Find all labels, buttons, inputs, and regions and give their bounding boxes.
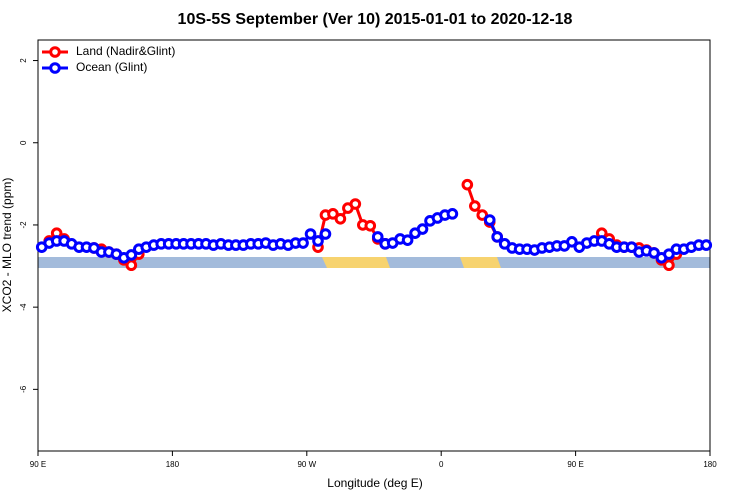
- y-tick-label: 2: [19, 58, 28, 63]
- point: [334, 212, 347, 225]
- point: [483, 214, 496, 226]
- y-tick-label: 0: [19, 140, 28, 145]
- land-band: [322, 257, 390, 268]
- point: [364, 219, 377, 232]
- y-tick-label: -2: [19, 221, 28, 229]
- x-tick-label: 90 W: [297, 460, 316, 469]
- point: [125, 259, 138, 272]
- point: [349, 198, 362, 210]
- point: [700, 239, 713, 251]
- point: [566, 236, 578, 248]
- point: [663, 259, 675, 272]
- point: [446, 208, 459, 220]
- x-tick-label: 0: [439, 460, 444, 469]
- legend-label: Land (Nadir&Glint): [76, 44, 175, 58]
- point: [469, 200, 481, 212]
- point: [461, 178, 474, 191]
- point: [125, 249, 138, 261]
- legend-marker: [49, 62, 61, 74]
- x-axis-label: Longitude (deg E): [327, 476, 422, 490]
- point: [476, 209, 489, 221]
- x-tick-label: 90 E: [30, 460, 46, 469]
- point: [625, 241, 638, 253]
- x-tick-label: 180: [166, 460, 180, 469]
- point: [327, 208, 339, 220]
- y-axis-label: XCO2 - MLO trend (ppm): [0, 178, 14, 313]
- point: [491, 231, 504, 243]
- y-tick-label: -4: [19, 303, 28, 311]
- surface-band: [38, 257, 710, 268]
- y-tick-label: -6: [19, 385, 28, 393]
- point: [401, 234, 414, 246]
- legend-marker: [49, 46, 61, 58]
- point: [648, 247, 660, 259]
- point: [371, 231, 384, 243]
- x-tick-label: 180: [703, 460, 717, 469]
- legend-label: Ocean (Glint): [76, 60, 147, 74]
- chart-title: 10S-5S September (Ver 10) 2015-01-01 to …: [178, 11, 573, 28]
- point: [304, 228, 317, 240]
- point: [319, 228, 332, 240]
- land-band: [460, 257, 501, 268]
- point: [416, 223, 429, 235]
- point: [663, 248, 675, 260]
- point: [312, 235, 324, 247]
- point: [297, 237, 309, 249]
- x-tick-label: 90 E: [567, 460, 583, 469]
- legend: Land (Nadir&Glint) Ocean (Glint): [42, 44, 175, 74]
